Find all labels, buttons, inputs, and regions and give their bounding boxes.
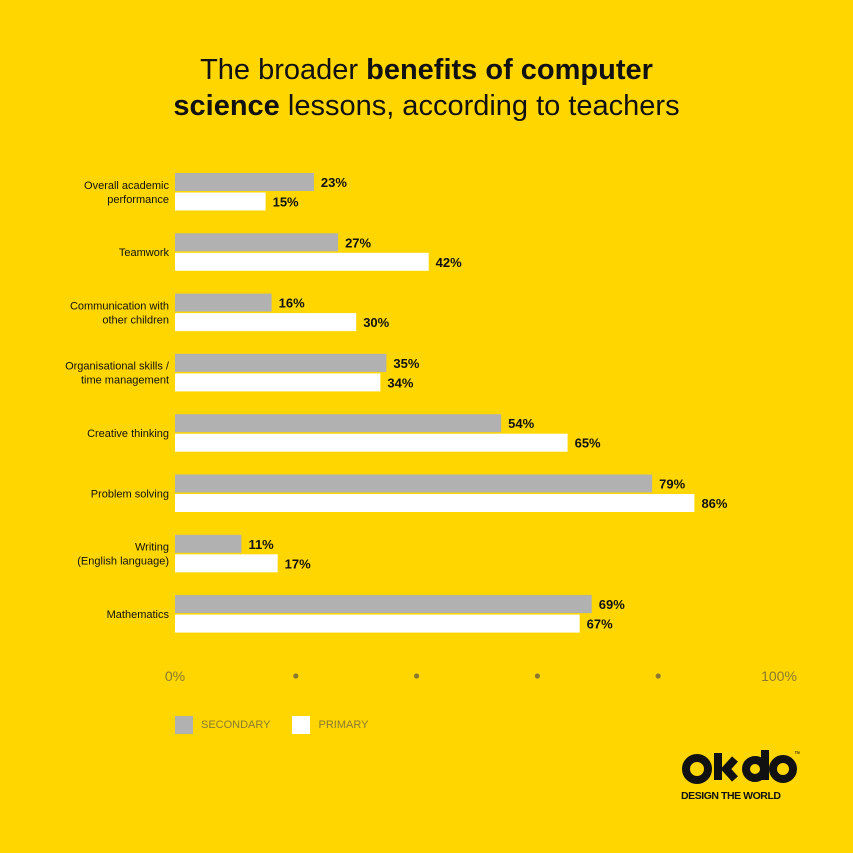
data-label: 16% [279, 296, 305, 311]
data-label: 35% [393, 356, 419, 371]
data-label: 27% [345, 235, 371, 250]
okdo-logo: ™ DESIGN THE WORLD [681, 750, 800, 802]
legend-label: PRIMARY [318, 719, 369, 731]
category-label: Mathematics [107, 609, 170, 621]
x-tick-dot [655, 673, 661, 679]
category-label: Writing [135, 542, 169, 554]
legend-swatch [292, 716, 311, 734]
okdo-logo-mark: ™ DESIGN THE WORLD [681, 750, 800, 802]
data-label: 79% [659, 477, 685, 492]
x-tick-dot [534, 673, 541, 679]
title-part-2: benefits of computer [366, 54, 653, 86]
chart-legend: SECONDARY PRIMARY [175, 716, 390, 734]
legend-swatch [175, 716, 193, 734]
category-label: performance [107, 194, 169, 206]
data-label: 65% [575, 436, 601, 451]
bar-secondary [175, 595, 592, 614]
x-tick-dot [414, 673, 420, 679]
svg-text:™: ™ [794, 751, 800, 758]
category-label: Problem solving [91, 488, 169, 500]
bar-primary [175, 554, 278, 573]
legend-item-primary: PRIMARY [292, 716, 368, 734]
bar-primary [175, 313, 357, 332]
data-label: 17% [285, 556, 311, 571]
data-label: 67% [587, 617, 613, 632]
x-tick-label: 0% [165, 668, 185, 684]
bar-secondary [175, 534, 242, 553]
bar-secondary [175, 353, 387, 372]
x-tick-label: 100% [761, 668, 797, 684]
category-label: Creative thinking [87, 428, 169, 440]
data-label: 15% [273, 195, 299, 210]
data-label: 42% [436, 255, 462, 270]
bar-secondary [175, 474, 653, 493]
category-label: Teamwork [119, 247, 170, 259]
title-part-3: science [173, 90, 280, 122]
bar-secondary [175, 414, 502, 433]
category-label: Organisational skills / [65, 361, 170, 373]
legend-label: SECONDARY [201, 719, 271, 731]
bar-primary [175, 373, 381, 392]
category-label: Communication with [70, 300, 169, 312]
legend-item-secondary: SECONDARY [175, 716, 270, 734]
category-label: Overall academic [84, 180, 169, 192]
chart-title: The broader benefits of computer science… [0, 52, 853, 124]
bar-secondary [175, 233, 339, 252]
category-label: time management [81, 375, 169, 387]
bar-secondary [175, 293, 272, 312]
title-part-1: The broader [200, 54, 367, 86]
data-label: 11% [248, 537, 274, 552]
x-tick-dot [293, 673, 299, 679]
bar-primary [175, 614, 580, 633]
bar-secondary [175, 173, 314, 191]
bar-chart: Overall academic performance 23% 15% Teamwor… [65, 173, 797, 684]
bar-primary [175, 252, 429, 271]
data-label: 69% [599, 597, 625, 612]
data-label: 34% [387, 375, 413, 390]
data-label: 30% [363, 315, 389, 330]
category-label: (English language) [77, 556, 169, 568]
bar-primary [175, 192, 266, 211]
svg-text:DESIGN THE WORLD: DESIGN THE WORLD [681, 790, 781, 802]
bar-primary [175, 433, 568, 452]
data-label: 23% [321, 175, 347, 190]
data-label: 86% [701, 496, 727, 511]
title-part-4: lessons, according to teachers [279, 90, 680, 122]
data-label: 54% [508, 416, 534, 431]
bar-primary [175, 494, 695, 512]
category-label: other children [102, 314, 169, 326]
